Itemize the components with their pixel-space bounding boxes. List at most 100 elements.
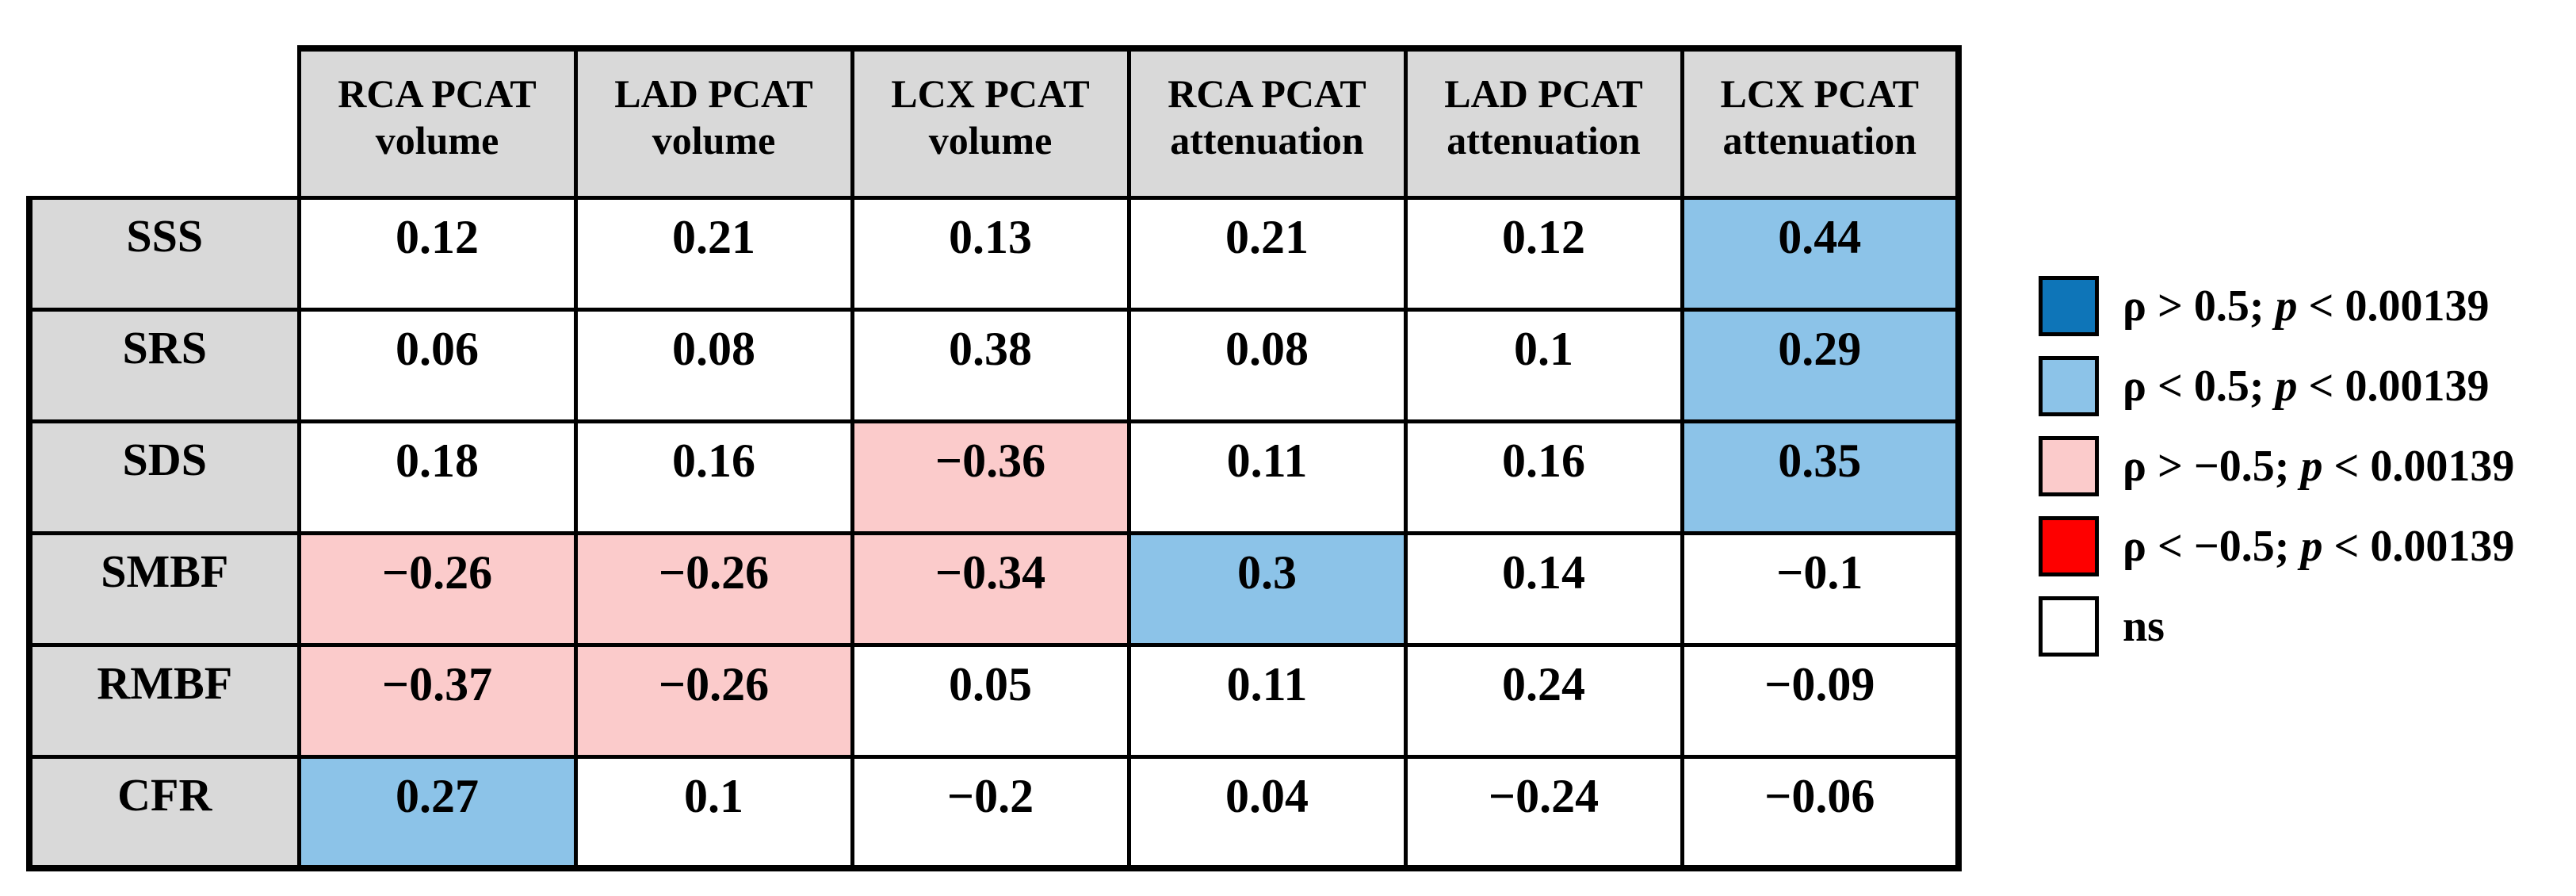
column-header: LCX PCAT attenuation <box>1680 45 1962 200</box>
matrix-cell: −0.1 <box>1680 530 1962 647</box>
legend-label-post: < 0.00139 <box>2297 362 2490 411</box>
table-row: SRS 0.06 0.08 0.38 0.08 0.1 0.29 <box>26 307 1962 423</box>
matrix-cell: 0.1 <box>1403 307 1684 423</box>
legend-swatch-neg_weak <box>2039 436 2099 496</box>
legend-label-pre: ρ > 0.5; <box>2123 281 2276 331</box>
legend-label-post: < 0.00139 <box>2322 522 2515 571</box>
legend-label-pre: ρ > −0.5; <box>2123 442 2301 491</box>
legend-swatch-ns <box>2039 596 2099 657</box>
column-header-line1: LCX PCAT <box>891 71 1090 116</box>
matrix-cell: 0.08 <box>573 307 854 423</box>
row-label: SDS <box>26 419 301 535</box>
matrix-cell: 0.12 <box>1403 195 1684 312</box>
column-header-line2: volume <box>928 118 1053 163</box>
legend-label-post: < 0.00139 <box>2297 281 2490 331</box>
matrix-cell: −0.2 <box>850 754 1131 871</box>
table-row: SMBF −0.26 −0.26 −0.34 0.3 0.14 −0.1 <box>26 530 1962 647</box>
column-header-line1: RCA PCAT <box>338 71 537 116</box>
matrix-cell: −0.26 <box>573 642 854 759</box>
matrix-cell: 0.21 <box>1126 195 1408 312</box>
column-header-line1: LCX PCAT <box>1720 71 1919 116</box>
matrix-cell: 0.3 <box>1126 530 1408 647</box>
legend-item: ρ < 0.5; p < 0.00139 <box>2039 356 2514 416</box>
matrix-cell: 0.12 <box>296 195 578 312</box>
legend-swatch-pos_strong <box>2039 276 2099 336</box>
matrix-cell: −0.24 <box>1403 754 1684 871</box>
matrix-cell: 0.18 <box>296 419 578 535</box>
matrix-cell: −0.06 <box>1680 754 1962 871</box>
matrix-cell: 0.16 <box>1403 419 1684 535</box>
column-header: LAD PCAT attenuation <box>1403 45 1684 200</box>
matrix-cell: 0.27 <box>296 754 578 871</box>
column-header: LCX PCAT volume <box>850 45 1131 200</box>
matrix-cell: 0.16 <box>573 419 854 535</box>
corner-cell <box>29 48 299 197</box>
matrix-cell: −0.09 <box>1680 642 1962 759</box>
table-row: CFR 0.27 0.1 −0.2 0.04 −0.24 −0.06 <box>26 754 1962 871</box>
column-header-line1: LAD PCAT <box>1444 71 1643 116</box>
legend-label: ρ < 0.5; p < 0.00139 <box>2123 364 2489 408</box>
legend-item: ρ > 0.5; p < 0.00139 <box>2039 276 2514 336</box>
matrix-cell: 0.29 <box>1680 307 1962 423</box>
matrix-cell: 0.13 <box>850 195 1131 312</box>
row-label: SSS <box>26 195 301 312</box>
legend-label-post: < 0.00139 <box>2322 442 2515 491</box>
matrix-cell: 0.35 <box>1680 419 1962 535</box>
legend-label: ρ > −0.5; p < 0.00139 <box>2123 444 2514 488</box>
legend-swatch-pos_weak <box>2039 356 2099 416</box>
legend-label-pre: ρ < −0.5; <box>2123 522 2301 571</box>
column-header: LAD PCAT volume <box>573 45 854 200</box>
column-header-line2: attenuation <box>1170 118 1364 163</box>
matrix-cell: −0.37 <box>296 642 578 759</box>
matrix-cell: 0.1 <box>573 754 854 871</box>
table-row: RMBF −0.37 −0.26 0.05 0.11 0.24 −0.09 <box>26 642 1962 759</box>
column-header-line2: attenuation <box>1722 118 1917 163</box>
table-row: SSS 0.12 0.21 0.13 0.21 0.12 0.44 <box>26 195 1962 312</box>
legend-item: ns <box>2039 596 2514 657</box>
legend-label-p: p <box>2275 362 2298 411</box>
legend-label-pre: ρ < 0.5; <box>2123 362 2276 411</box>
matrix-cell: 0.04 <box>1126 754 1408 871</box>
column-header-line2: volume <box>652 118 776 163</box>
column-header-line2: attenuation <box>1447 118 1641 163</box>
table-body: SSS 0.12 0.21 0.13 0.21 0.12 0.44 SRS 0.06 0.08 0.… <box>26 195 1962 871</box>
matrix-cell: 0.38 <box>850 307 1131 423</box>
legend-item: ρ < −0.5; p < 0.00139 <box>2039 516 2514 576</box>
legend: ρ > 0.5; p < 0.00139 ρ < 0.5; p < 0.00139… <box>2039 276 2514 657</box>
matrix-cell: 0.11 <box>1126 419 1408 535</box>
legend-label-pre: ns <box>2123 602 2165 651</box>
header-row: RCA PCAT volume LAD PCAT volume LCX PCAT volu… <box>29 45 1962 200</box>
matrix-cell: −0.26 <box>296 530 578 647</box>
column-header-line2: volume <box>375 118 499 163</box>
matrix-cell: 0.44 <box>1680 195 1962 312</box>
row-label: CFR <box>26 754 301 871</box>
column-header-line1: LAD PCAT <box>614 71 813 116</box>
legend-swatch-neg_strong <box>2039 516 2099 576</box>
matrix-cell: 0.06 <box>296 307 578 423</box>
legend-label: ns <box>2123 604 2165 649</box>
matrix-cell: −0.34 <box>850 530 1131 647</box>
correlation-table: RCA PCAT volume LAD PCAT volume LCX PCAT volu… <box>26 45 1962 871</box>
matrix-cell: 0.21 <box>573 195 854 312</box>
row-label: RMBF <box>26 642 301 759</box>
legend-label: ρ > 0.5; p < 0.00139 <box>2123 284 2489 328</box>
column-header: RCA PCAT attenuation <box>1126 45 1408 200</box>
matrix-cell: 0.11 <box>1126 642 1408 759</box>
matrix-cell: −0.26 <box>573 530 854 647</box>
matrix-cell: 0.08 <box>1126 307 1408 423</box>
column-header: RCA PCAT volume <box>296 45 578 200</box>
row-label: SMBF <box>26 530 301 647</box>
table-header: RCA PCAT volume LAD PCAT volume LCX PCAT volu… <box>29 45 1962 200</box>
row-label: SRS <box>26 307 301 423</box>
matrix-cell: 0.24 <box>1403 642 1684 759</box>
legend-label-p: p <box>2300 522 2323 571</box>
legend-label-p: p <box>2275 281 2298 331</box>
column-header-line1: RCA PCAT <box>1168 71 1366 116</box>
matrix-cell: 0.05 <box>850 642 1131 759</box>
matrix-cell: 0.14 <box>1403 530 1684 647</box>
table-row: SDS 0.18 0.16 −0.36 0.11 0.16 0.35 <box>26 419 1962 535</box>
matrix-cell: −0.36 <box>850 419 1131 535</box>
legend-item: ρ > −0.5; p < 0.00139 <box>2039 436 2514 496</box>
legend-label: ρ < −0.5; p < 0.00139 <box>2123 524 2514 569</box>
